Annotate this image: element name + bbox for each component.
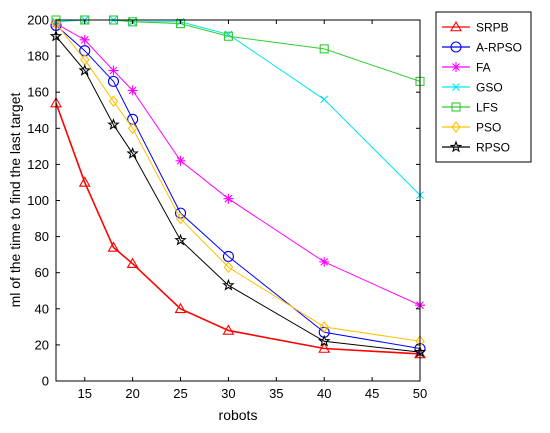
series-rpso xyxy=(49,29,427,358)
x-tick-label: 20 xyxy=(125,386,139,401)
x-tick-label: 15 xyxy=(78,386,92,401)
legend-label: RPSO xyxy=(476,141,510,155)
y-tick-label: 180 xyxy=(27,49,49,64)
data-point-star xyxy=(317,334,331,347)
data-point-star xyxy=(222,278,235,291)
data-point-asterisk xyxy=(127,85,138,96)
data-point-star xyxy=(107,118,120,131)
x-tick-label: 40 xyxy=(317,386,331,401)
legend-marker-asterisk xyxy=(451,62,461,72)
legend-marker-x xyxy=(452,83,460,91)
legend-label: PSO xyxy=(476,121,501,135)
data-point-asterisk xyxy=(223,193,234,204)
data-point-triangle xyxy=(318,342,331,353)
data-point-circle xyxy=(79,45,91,57)
y-tick-label: 100 xyxy=(27,193,49,208)
data-point-diamond xyxy=(108,95,119,108)
y-tick-label: 140 xyxy=(27,121,49,136)
y-tick-label: 160 xyxy=(27,85,49,100)
y-tick-label: 80 xyxy=(35,229,49,244)
series-line xyxy=(55,25,421,350)
data-point-asterisk xyxy=(175,155,186,166)
series-gso xyxy=(52,16,424,199)
data-point-asterisk xyxy=(319,256,330,267)
legend-box xyxy=(435,11,532,163)
data-point-star xyxy=(174,233,187,246)
data-point-diamond xyxy=(127,122,138,135)
x-tick-label: 50 xyxy=(413,386,427,401)
series-fa xyxy=(51,18,425,311)
series-pso xyxy=(51,17,425,348)
series-line xyxy=(55,19,421,196)
data-point-triangle xyxy=(107,241,120,252)
data-point-square xyxy=(128,17,138,27)
series-line xyxy=(55,23,421,306)
y-tick-label: 40 xyxy=(35,301,49,316)
x-tick-label: 45 xyxy=(365,386,379,401)
data-point-star xyxy=(126,147,139,159)
y-tick-label: 120 xyxy=(27,157,49,172)
y-tick-label: 60 xyxy=(35,265,49,280)
legend-label: A-RPSO xyxy=(476,41,522,55)
legend-item: RPSO xyxy=(442,140,510,155)
y-axis-label: ml of the time to find the last target xyxy=(7,93,23,308)
series-line xyxy=(56,19,421,82)
legend-label: GSO xyxy=(476,81,503,95)
x-tick-label: 25 xyxy=(173,386,187,401)
data-point-square xyxy=(223,31,233,41)
legend-item: A-RPSO xyxy=(442,41,522,55)
series-line xyxy=(55,35,421,353)
legend-label: SRPB xyxy=(476,21,509,35)
data-point-asterisk xyxy=(79,34,90,45)
legend: SRPB A-RPSO FA GSO LFS PSO RPSO xyxy=(435,11,532,163)
data-point-star xyxy=(78,63,91,76)
series-line xyxy=(55,23,421,342)
legend-marker-star xyxy=(449,140,463,153)
series-line xyxy=(55,102,421,355)
legend-item: LFS xyxy=(442,101,498,115)
x-axis-label: robots xyxy=(219,407,258,423)
data-point-triangle xyxy=(222,324,235,335)
series-a-rpso xyxy=(50,19,426,355)
data-point-circle xyxy=(107,75,120,87)
data-point-diamond xyxy=(223,261,234,274)
legend-marker-circle xyxy=(450,41,462,53)
x-tick-label: 35 xyxy=(269,386,283,401)
legend-label: FA xyxy=(476,61,491,75)
axes: 15 20 25 30 35 40 45 50 0 20 40 60 80 100 120 140 160 180… xyxy=(27,13,427,402)
plot-area xyxy=(49,15,427,359)
legend-item: SRPB xyxy=(442,21,509,35)
data-point-triangle xyxy=(174,302,187,314)
legend-item: PSO xyxy=(442,121,501,135)
y-tick-label: 20 xyxy=(35,337,49,352)
y-tick-label: 200 xyxy=(27,13,49,28)
legend-item: GSO xyxy=(442,81,503,95)
data-point-asterisk xyxy=(108,65,119,76)
legend-marker-triangle xyxy=(450,20,462,32)
data-point-x xyxy=(320,95,329,104)
legend-label: LFS xyxy=(476,101,498,115)
data-point-diamond xyxy=(319,320,329,333)
data-point-circle xyxy=(127,113,139,125)
series-srpb xyxy=(50,96,426,359)
x-tick-label: 30 xyxy=(221,386,235,401)
data-point-square xyxy=(319,44,329,54)
data-point-triangle xyxy=(78,176,91,187)
legend-marker-diamond xyxy=(451,121,461,133)
legend-item: FA xyxy=(442,61,491,75)
data-point-triangle xyxy=(126,257,139,268)
y-tick-label: 0 xyxy=(42,374,49,389)
legend-marker-square xyxy=(451,102,461,112)
data-point-diamond xyxy=(175,212,186,225)
